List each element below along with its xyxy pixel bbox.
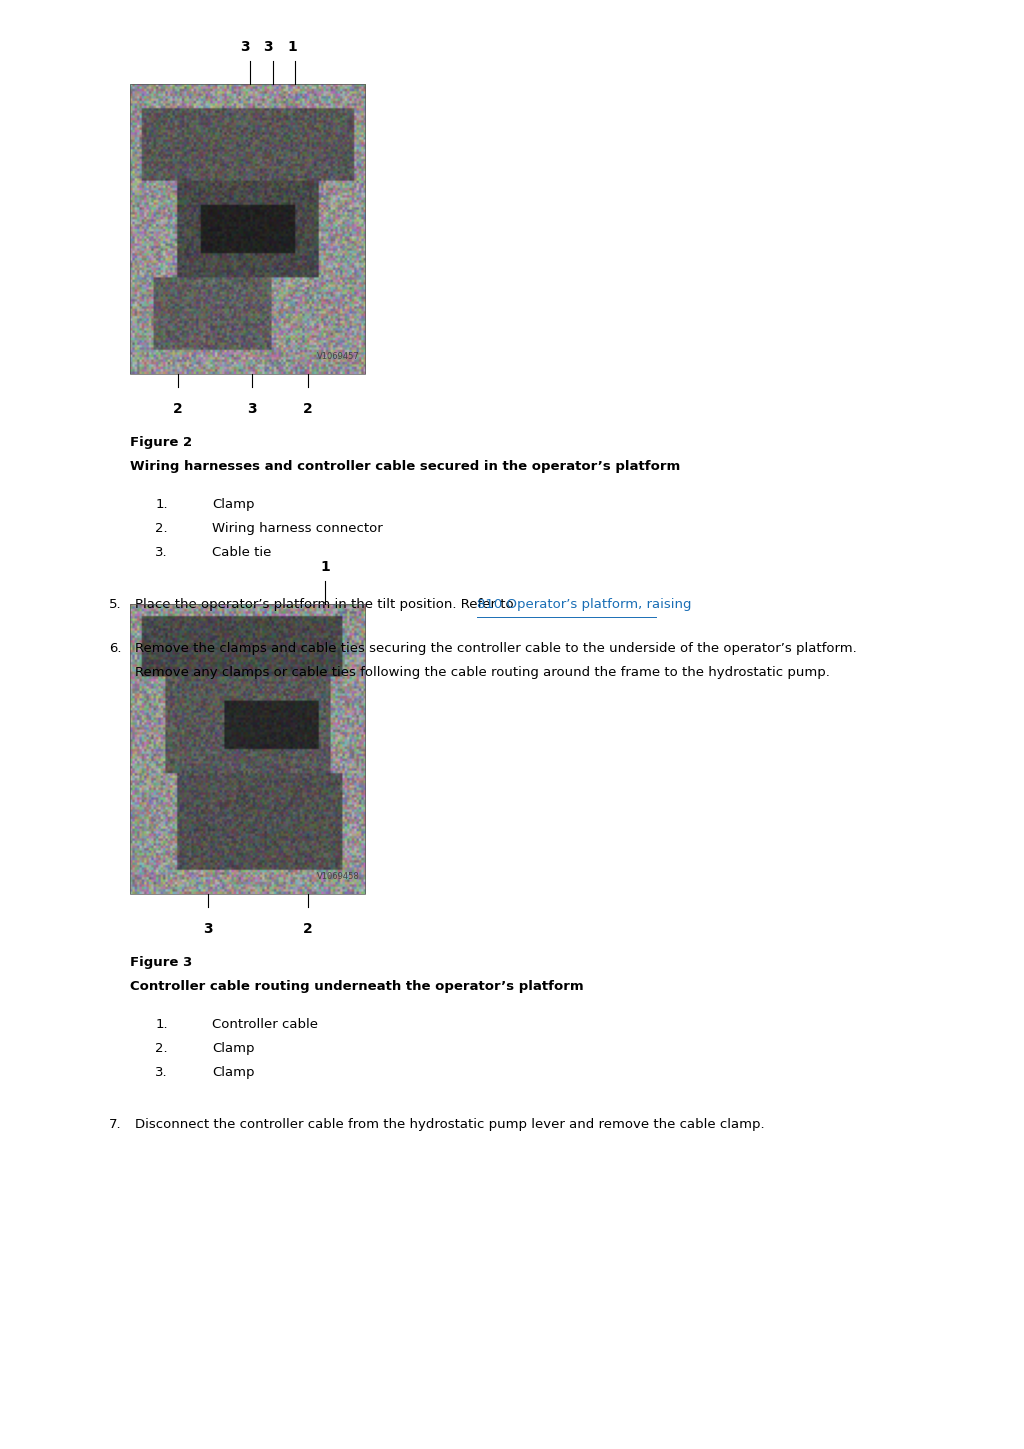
Text: Controller cable routing underneath the operator’s platform: Controller cable routing underneath the … [130,980,584,993]
Text: 3.: 3. [156,1066,168,1080]
Text: 2: 2 [303,922,313,936]
Text: Wiring harnesses and controller cable secured in the operator’s platform: Wiring harnesses and controller cable se… [130,459,680,472]
Text: 810 Operator’s platform, raising: 810 Operator’s platform, raising [476,598,691,611]
Text: Figure 3: Figure 3 [130,956,193,969]
Text: Wiring harness connector: Wiring harness connector [212,522,383,535]
Text: 5.: 5. [110,598,122,611]
Text: 3.: 3. [156,546,168,559]
Text: 2.: 2. [156,1042,168,1055]
Text: 1: 1 [321,559,330,574]
Text: Remove any clamps or cable ties following the cable routing around the frame to : Remove any clamps or cable ties followin… [135,667,829,680]
Text: Disconnect the controller cable from the hydrostatic pump lever and remove the c: Disconnect the controller cable from the… [135,1119,765,1132]
Text: 3: 3 [241,41,250,54]
Text: Clamp: Clamp [212,1042,255,1055]
Text: 1.: 1. [156,498,168,511]
Text: Clamp: Clamp [212,1066,255,1080]
Text: V1069457: V1069457 [317,352,360,361]
Text: 3: 3 [247,401,257,416]
Text: Remove the clamps and cable ties securing the controller cable to the underside : Remove the clamps and cable ties securin… [135,642,857,655]
Text: V1069458: V1069458 [317,872,360,881]
Text: 2.: 2. [156,522,168,535]
Text: Controller cable: Controller cable [212,1019,318,1032]
Bar [130,604,365,894]
Text: 3: 3 [203,922,213,936]
Text: Place the operator’s platform in the tilt position. Refer to: Place the operator’s platform in the til… [135,598,518,611]
Text: 2: 2 [173,401,183,416]
Text: 2: 2 [303,401,313,416]
Text: Figure 2: Figure 2 [130,436,193,449]
Text: Cable tie: Cable tie [212,546,271,559]
Text: 3: 3 [263,41,272,54]
Text: 7.: 7. [110,1119,122,1132]
Text: 6.: 6. [110,642,122,655]
Text: 1: 1 [287,41,297,54]
Text: Clamp: Clamp [212,498,255,511]
Text: 1.: 1. [156,1019,168,1032]
Bar [130,84,365,374]
